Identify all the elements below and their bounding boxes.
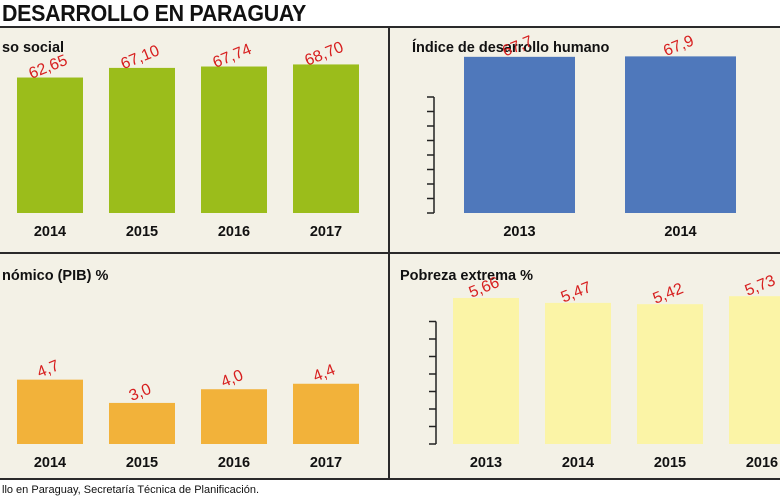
x-tick-label: 2017 (310, 224, 342, 240)
page-title: DESARROLLO EN PARAGUAY (2, 0, 307, 26)
data-label: 5,47 (559, 279, 594, 306)
bar (17, 77, 83, 213)
x-tick-label: 2016 (218, 455, 250, 471)
source-note: llo en Paraguay, Secretaría Técnica de P… (2, 484, 260, 496)
chart-title: nómico (PIB) % (2, 268, 109, 284)
bar (464, 56, 575, 213)
chart-title: Pobreza extrema % (400, 268, 533, 284)
x-tick-label: 2014 (34, 455, 66, 471)
chart-title: so social (2, 40, 65, 56)
bar (729, 296, 780, 444)
x-tick-label: 2015 (126, 224, 158, 240)
data-label: 67,9 (661, 32, 696, 59)
panel-pib: nómico (PIB) % 4,7 2014 3,0 2015 4,0 2016 4,4 2… (0, 252, 390, 480)
bar (201, 389, 267, 444)
data-label: 4,7 (35, 357, 62, 381)
bar (293, 64, 359, 213)
x-tick-label: 2014 (562, 455, 594, 471)
panel-social: so social 62,65 2014 67,10 2015 67,74 2016 68,… (0, 26, 390, 254)
chart-idh: 67,7 2013 67,9 2014 (427, 32, 736, 240)
bar (637, 304, 703, 444)
bar (453, 297, 519, 444)
x-tick-label: 2013 (503, 224, 535, 240)
x-tick-label: 2015 (654, 455, 686, 471)
bar (293, 383, 359, 444)
x-tick-label: 2013 (470, 455, 502, 471)
panel-pobreza: Pobreza extrema % 5,66 2013 5,47 2014 5,42 20… (388, 252, 780, 480)
panel-idh: Índice de desarrollo humano 67,7 2013 67,9… (388, 26, 780, 254)
bar (625, 56, 736, 213)
bar (17, 379, 83, 444)
x-tick-label: 2017 (310, 455, 342, 471)
data-label: 4,4 (311, 361, 338, 385)
data-label: 4,0 (219, 367, 246, 391)
bar (109, 67, 175, 213)
x-tick-label: 2014 (34, 224, 66, 240)
data-label: 5,73 (743, 272, 778, 299)
x-tick-label: 2016 (746, 455, 778, 471)
data-label: 5,42 (651, 280, 686, 307)
bar (109, 402, 175, 444)
data-label: 5,66 (467, 274, 502, 301)
bar (201, 66, 267, 213)
data-label: 67,7 (500, 33, 535, 60)
chart-title: Índice de desarrollo humano (412, 40, 610, 56)
chart-pobreza: 5,66 2013 5,47 2014 5,42 2015 5,73 2016 (429, 272, 780, 471)
data-label: 3,0 (127, 381, 154, 405)
bar (545, 302, 611, 444)
x-tick-label: 2016 (218, 224, 250, 240)
x-tick-label: 2014 (664, 224, 696, 240)
x-tick-label: 2015 (126, 455, 158, 471)
chart-pib: 4,7 2014 3,0 2015 4,0 2016 4,4 2017 (17, 357, 359, 471)
